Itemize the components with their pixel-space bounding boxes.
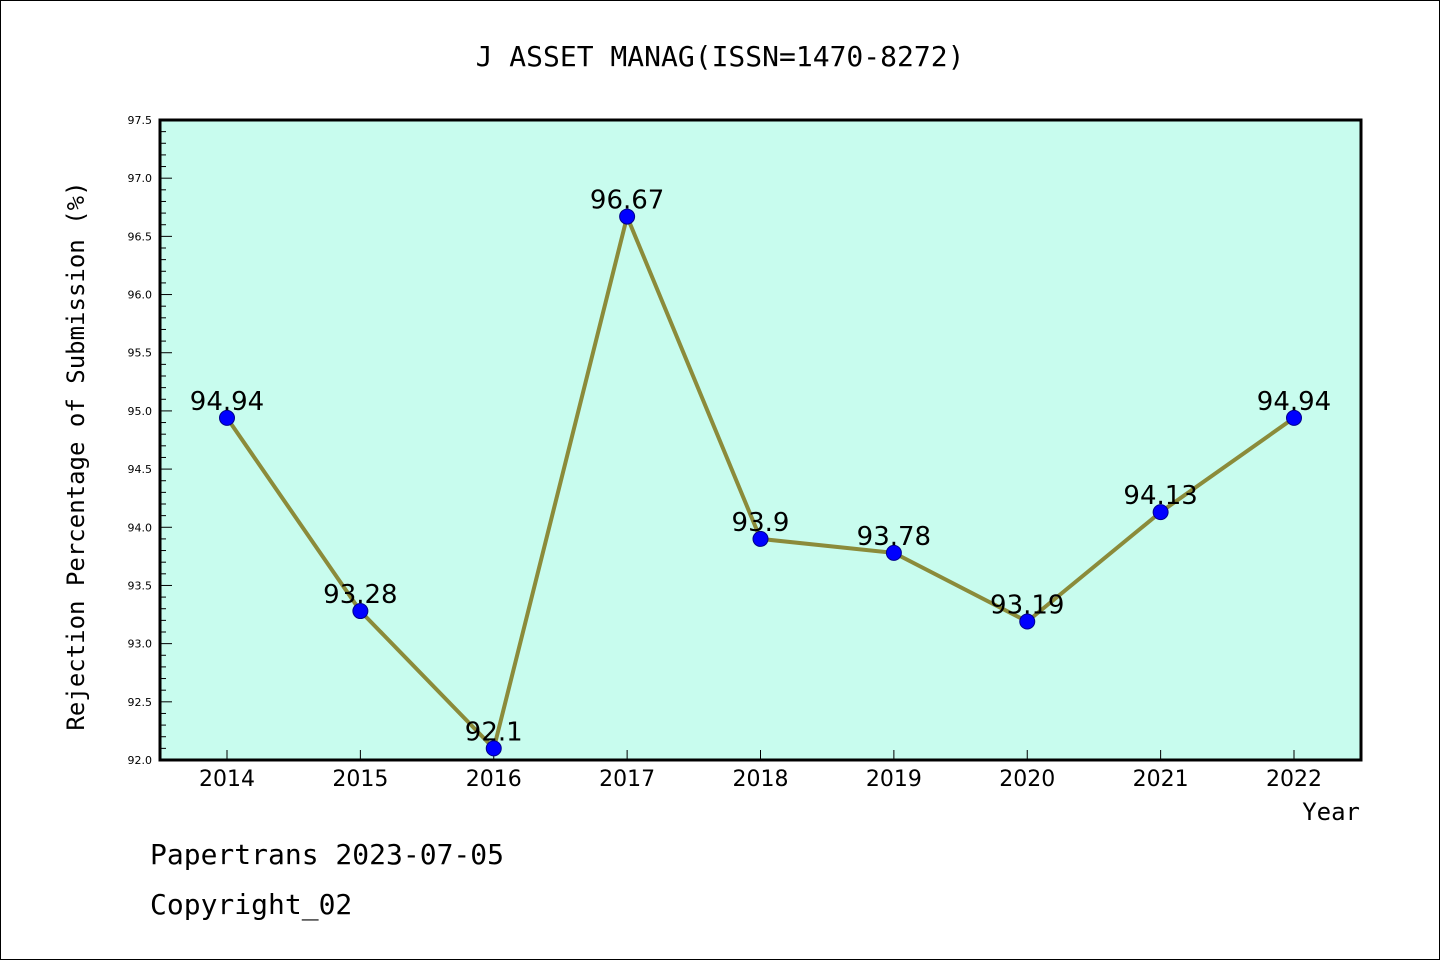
x-tick-label: 2015 <box>332 767 388 792</box>
data-point <box>885 544 902 561</box>
x-axis-ticks: 2014 2015 2016 2017 2018 2019 2020 2021 2022 <box>199 750 1322 792</box>
y-tick-label: 97.0 <box>128 172 153 185</box>
data-label: 93.28 <box>323 580 397 610</box>
x-tick-label: 2017 <box>599 767 655 792</box>
x-tick-label: 2022 <box>1266 767 1322 792</box>
x-tick-label: 2014 <box>199 767 255 792</box>
data-label: 94.94 <box>190 387 264 417</box>
x-tick-label: 2020 <box>999 767 1055 792</box>
y-tick-label: 96.5 <box>128 230 153 243</box>
y-tick-label: 93.0 <box>128 638 153 651</box>
data-label: 94.94 <box>1257 387 1331 417</box>
y-tick-label: 94.0 <box>128 521 153 534</box>
y-tick-label: 96.0 <box>128 289 153 302</box>
y-tick-label: 92.5 <box>128 696 153 709</box>
x-tick-label: 2018 <box>733 767 789 792</box>
y-tick-label: 97.5 <box>128 114 153 127</box>
y-tick-label: 93.5 <box>128 579 153 592</box>
footer-date: Papertrans 2023-07-05 <box>150 838 504 871</box>
data-label: 93.78 <box>857 522 931 552</box>
y-tick-label: 95.5 <box>128 347 153 360</box>
y-tick-label: 95.0 <box>128 405 153 418</box>
data-label: 94.13 <box>1123 481 1197 511</box>
data-point <box>619 208 636 225</box>
data-label: 93.9 <box>732 508 790 538</box>
y-tick-label: 92.0 <box>128 754 153 767</box>
data-point <box>352 603 369 620</box>
chart-title: J ASSET MANAG(ISSN=1470-8272) <box>476 40 965 73</box>
y-axis-ticks: 92.0 92.5 93.0 93.5 94.0 94.5 95.0 95.5 96.0 96.5… <box>128 114 172 767</box>
x-tick-label: 2016 <box>466 767 522 792</box>
data-point <box>1152 504 1169 521</box>
x-axis-label: Year <box>1302 798 1360 826</box>
plot-border <box>158 118 1363 762</box>
y-axis-label: Rejection Percentage of Submission (%) <box>62 181 90 730</box>
data-point <box>1019 613 1036 630</box>
data-point <box>1286 409 1302 426</box>
data-label: 96.67 <box>590 186 664 216</box>
data-labels: 94.94 93.28 92.1 96.67 93.9 93.78 93.19 94.13 94… <box>190 186 1331 748</box>
data-label: 92.1 <box>465 717 523 747</box>
data-markers <box>219 208 1302 757</box>
footer-copyright: Copyright_02 <box>150 888 352 922</box>
y-tick-label: 94.5 <box>128 463 153 476</box>
plot-area <box>160 120 1361 760</box>
data-point <box>219 409 235 426</box>
data-point <box>752 530 769 547</box>
data-label: 93.19 <box>990 591 1064 621</box>
data-point <box>485 740 502 757</box>
x-tick-label: 2019 <box>866 767 922 792</box>
x-tick-label: 2021 <box>1133 767 1189 792</box>
